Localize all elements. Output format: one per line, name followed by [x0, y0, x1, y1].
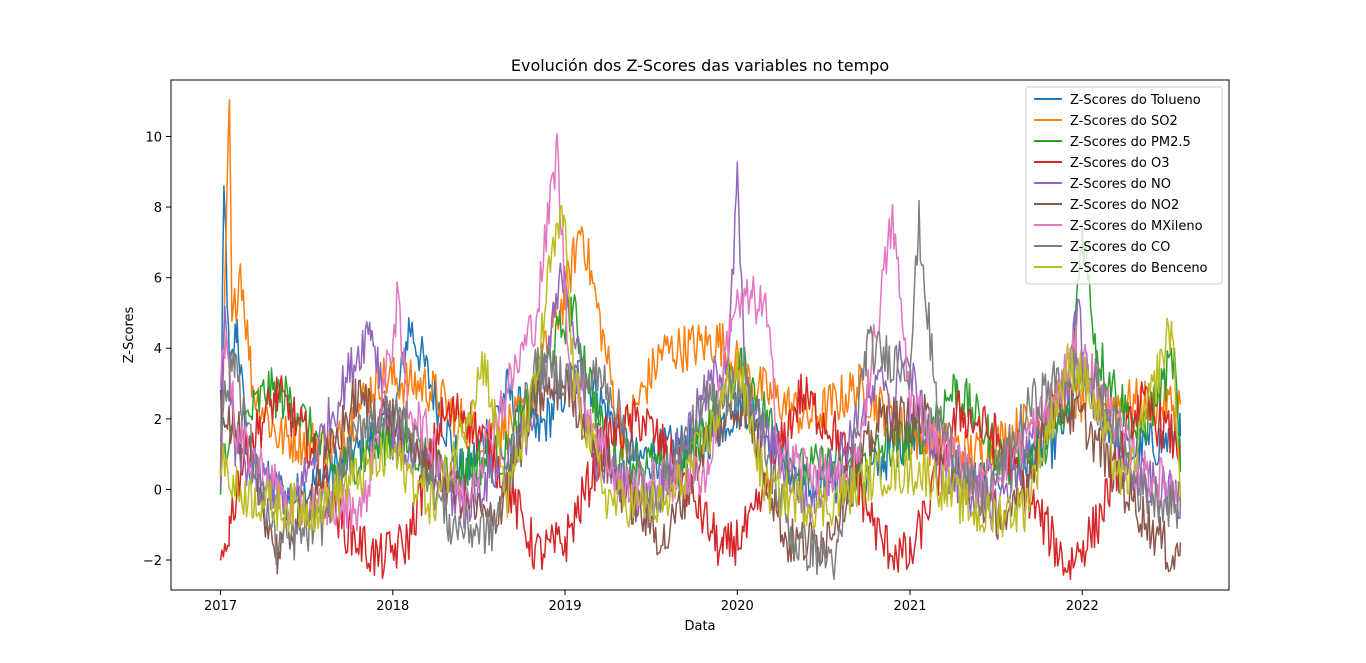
- legend-label-4: Z-Scores do NO: [1070, 177, 1171, 192]
- x-axis: 2017 2018 2019 2020 2021 2022: [204, 590, 1099, 614]
- legend-label-5: Z-Scores do NO2: [1070, 198, 1179, 213]
- legend: Z-Scores do Tolueno Z-Scores do SO2 Z-Scor…: [1025, 86, 1223, 285]
- x-tick-label-4: 2021: [893, 599, 926, 614]
- y-tick-label-5: 8: [154, 201, 162, 216]
- y-tick-label-6: 10: [145, 130, 162, 145]
- series-line-4: [219, 161, 1182, 531]
- legend-box: [1025, 86, 1223, 285]
- x-tick-label-5: 2022: [1066, 599, 1099, 614]
- legend-label-1: Z-Scores do SO2: [1070, 114, 1178, 129]
- series-line-6: [219, 132, 1182, 533]
- x-tick-label-1: 2018: [376, 599, 409, 614]
- y-tick-label-0: −2: [143, 554, 162, 569]
- series-group: [219, 99, 1182, 581]
- x-axis-label: Data: [684, 619, 715, 634]
- x-tick-label-2: 2019: [548, 599, 581, 614]
- x-tick-label-0: 2017: [204, 599, 237, 614]
- y-tick-label-4: 6: [154, 272, 162, 287]
- legend-label-2: Z-Scores do PM2.5: [1070, 135, 1191, 150]
- plot-area-frame: [170, 79, 1230, 591]
- y-tick-label-3: 4: [154, 342, 162, 357]
- legend-label-0: Z-Scores do Tolueno: [1070, 93, 1201, 108]
- legend-label-7: Z-Scores do CO: [1070, 240, 1170, 255]
- y-axis: −2 0 2 4 6 8 10: [143, 130, 171, 569]
- y-tick-label-1: 0: [154, 483, 162, 498]
- legend-label-3: Z-Scores do O3: [1070, 156, 1170, 171]
- legend-label-6: Z-Scores do MXileno: [1070, 219, 1203, 234]
- legend-label-8: Z-Scores do Benceno: [1070, 261, 1208, 276]
- y-tick-label-2: 2: [154, 413, 162, 428]
- series-line-8: [219, 204, 1182, 538]
- x-tick-label-3: 2020: [721, 599, 754, 614]
- chart-title: Evolución dos Z-Scores das variables no …: [511, 56, 889, 75]
- series-line-7: [219, 199, 1182, 581]
- y-axis-label: Z-Scores: [122, 307, 137, 364]
